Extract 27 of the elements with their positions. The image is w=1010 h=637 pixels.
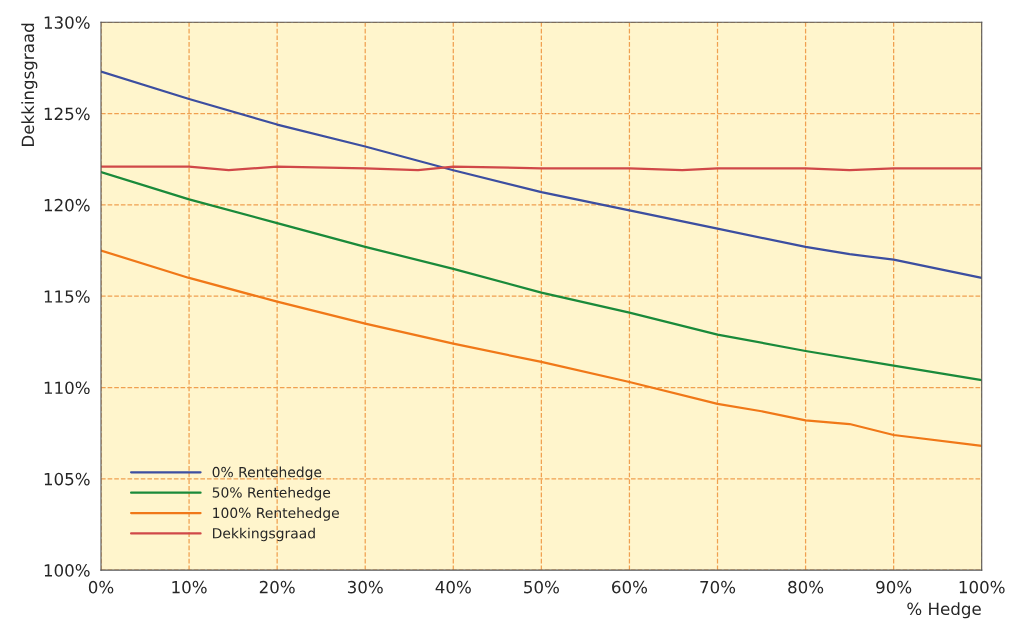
y-tick-label: 130%	[44, 16, 90, 29]
x-tick-label: 30%	[347, 580, 383, 594]
y-tick-label: 110%	[44, 381, 90, 395]
line-series	[101, 170, 982, 382]
line-series	[101, 249, 982, 448]
y-tick-label: 125%	[44, 107, 90, 121]
x-tick-label: 80%	[788, 580, 824, 594]
y-axis-title: Dekkingsgraad	[21, 23, 38, 146]
y-tick-label: 115%	[44, 290, 90, 303]
legend-label: 100% Rentehedge	[213, 507, 339, 521]
legend-label: 0% Rentehedge	[212, 466, 322, 481]
x-axis-title: % Hedge	[907, 602, 981, 619]
x-tick-label: 60%	[612, 580, 648, 594]
x-tick-label: 90%	[876, 580, 912, 594]
x-tick-label: 40%	[435, 580, 471, 594]
y-tick-label: 120%	[44, 198, 90, 212]
y-tick-label: 100%	[44, 564, 90, 577]
legend-label: 50% Rentehedge	[212, 486, 331, 501]
x-tick-label: 10%	[172, 580, 207, 594]
line-series	[101, 70, 982, 280]
x-tick-label: 0%	[88, 580, 114, 594]
x-tick-label: 100%	[959, 580, 1005, 594]
x-tick-label: 70%	[700, 580, 736, 594]
legend-label: Dekkingsgraad	[213, 527, 315, 542]
x-tick-label: 50%	[524, 580, 559, 594]
x-tick-label: 20%	[259, 580, 295, 594]
y-tick-label: 105%	[44, 472, 90, 486]
